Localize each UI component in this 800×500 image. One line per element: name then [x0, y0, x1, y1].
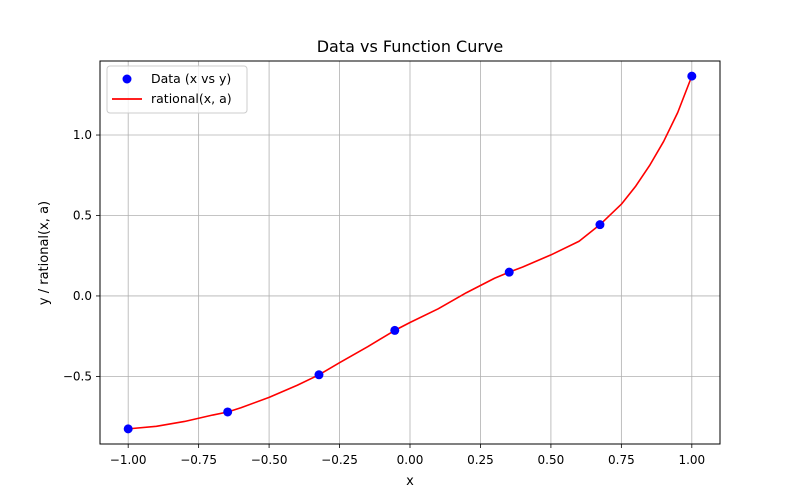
legend-label-function: rational(x, a) [151, 91, 232, 106]
x-tick-label: −1.00 [110, 453, 147, 467]
data-point [123, 424, 133, 434]
data-point [390, 325, 400, 335]
x-tick-label: 1.00 [678, 453, 705, 467]
data-point [223, 407, 233, 417]
data-point [687, 71, 697, 81]
data-point [504, 267, 514, 277]
x-tick-label: −0.75 [180, 453, 217, 467]
legend: Data (x vs y) rational(x, a) [106, 65, 248, 114]
x-tick-label: 0.25 [467, 453, 494, 467]
function-curve [128, 75, 693, 430]
y-tick-label: 1.0 [73, 128, 92, 142]
x-tick-label: 0.75 [608, 453, 635, 467]
y-tick-label: 0.5 [73, 208, 92, 222]
data-point [595, 220, 605, 230]
y-axis-label: y / rational(x, a) [37, 201, 52, 305]
legend-scatter-marker [122, 74, 132, 84]
axis-ticks: −1.00 −0.75 −0.50 −0.25 0.00 0.25 0.50 0.75 1.00… [63, 128, 705, 467]
y-tick-label: −0.5 [63, 369, 92, 383]
chart-title: Data vs Function Curve [317, 37, 504, 56]
plot-series [123, 71, 697, 434]
legend-label-data: Data (x vs y) [151, 71, 231, 86]
x-tick-label: 0.50 [538, 453, 565, 467]
x-tick-label: 0.00 [397, 453, 424, 467]
grid [100, 61, 720, 444]
data-point [314, 370, 324, 380]
x-tick-label: −0.25 [321, 453, 358, 467]
legend-box [106, 65, 248, 114]
y-tick-label: 0.0 [73, 289, 92, 303]
x-axis-label: x [406, 474, 414, 489]
x-tick-label: −0.50 [251, 453, 288, 467]
